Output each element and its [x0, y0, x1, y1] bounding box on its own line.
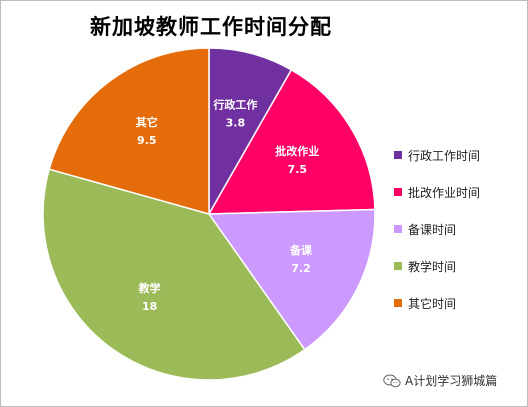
- legend-label: 其它时间: [408, 296, 457, 311]
- watermark: A计划学习狮城篇: [383, 372, 497, 389]
- legend-item: 行政工作时间: [394, 144, 480, 166]
- slice-category-label: 批改作业: [275, 144, 319, 158]
- legend-swatch: [394, 225, 402, 233]
- legend-item: 备课时间: [394, 218, 480, 240]
- slice-category-label: 备课: [289, 243, 313, 257]
- wechat-icon: [383, 374, 401, 387]
- slice-category-label: 行政工作: [212, 98, 257, 112]
- legend-swatch: [394, 188, 402, 196]
- legend-swatch: [394, 262, 402, 270]
- pie-slice: [207, 68, 376, 215]
- legend-label: 教学时间: [408, 259, 457, 274]
- watermark-text: A计划学习狮城篇: [405, 374, 498, 388]
- slice-value-label: 3.8: [226, 117, 246, 130]
- legend-item: 教学时间: [394, 255, 480, 277]
- legend-item: 批改作业时间: [394, 181, 480, 203]
- legend-swatch: [394, 151, 402, 159]
- pie-slice: [42, 168, 306, 381]
- legend-item: 其它时间: [394, 292, 480, 314]
- pie-slice: [48, 47, 210, 215]
- slice-value-label: 7.2: [291, 262, 311, 275]
- slice-category-label: 教学: [138, 281, 161, 295]
- chart-title: 新加坡教师工作时间分配: [90, 15, 332, 39]
- slice-value-label: 18: [142, 300, 157, 313]
- slice-value-label: 7.5: [288, 163, 308, 176]
- legend-label: 行政工作时间: [408, 148, 481, 163]
- pie-slice: [208, 47, 293, 217]
- slice-value-label: 9.5: [137, 134, 157, 147]
- slice-category-label: 其它: [136, 115, 158, 129]
- legend-label: 备课时间: [408, 222, 457, 237]
- legend-label: 批改作业时间: [408, 185, 481, 200]
- legend-swatch: [394, 299, 402, 307]
- legend: 行政工作时间 批改作业时间 备课时间 教学时间 其它时间: [394, 144, 480, 329]
- pie-slice: [207, 208, 376, 351]
